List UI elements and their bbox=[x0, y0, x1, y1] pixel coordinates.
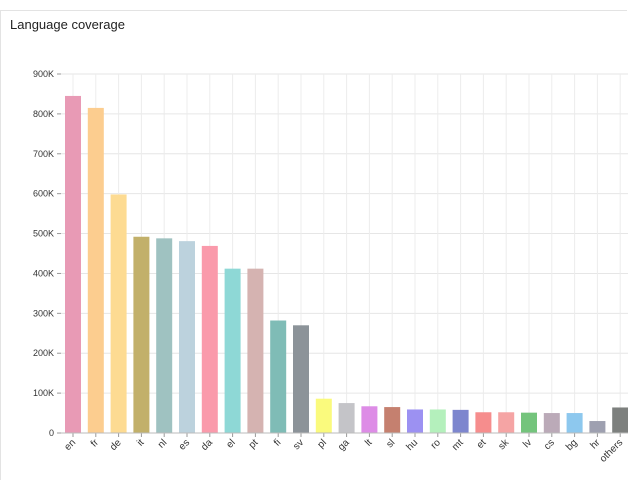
x-tick-label-el: el bbox=[224, 437, 237, 450]
bars bbox=[65, 95, 628, 434]
bar-others[interactable] bbox=[612, 407, 628, 433]
bar-ga[interactable] bbox=[338, 403, 355, 433]
x-tick-label-cs: cs bbox=[542, 437, 557, 452]
bar-it[interactable] bbox=[133, 236, 150, 433]
y-tick-label-9: 900K bbox=[33, 69, 54, 79]
x-tick-label-pt: pt bbox=[247, 437, 261, 451]
x-tick-label-lv: lv bbox=[521, 437, 534, 450]
x-tick-label-pl: pl bbox=[316, 437, 329, 450]
y-tick-label-2: 200K bbox=[33, 348, 54, 358]
bar-et[interactable] bbox=[475, 412, 492, 433]
bar-pt[interactable] bbox=[247, 268, 264, 433]
bar-de[interactable] bbox=[110, 194, 127, 433]
bar-fi[interactable] bbox=[270, 320, 287, 433]
bar-da[interactable] bbox=[201, 245, 218, 433]
chart-title: Language coverage bbox=[10, 17, 125, 32]
bar-fr[interactable] bbox=[87, 107, 104, 434]
bar-bg[interactable] bbox=[566, 413, 583, 433]
y-tick-label-1: 100K bbox=[33, 388, 54, 398]
y-axis-ticks: 0 100K 200K 300K 400K 500K 600K 700K 800K 900K bbox=[33, 69, 61, 438]
grid-lines bbox=[61, 73, 628, 434]
y-tick-label-3: 300K bbox=[33, 308, 54, 318]
y-tick-label-8: 800K bbox=[33, 109, 54, 119]
y-tick-label-5: 500K bbox=[33, 229, 54, 239]
bar-sl[interactable] bbox=[384, 407, 401, 433]
x-tick-label-it: it bbox=[135, 437, 146, 448]
chart-panel bbox=[0, 10, 627, 480]
x-tick-label-en: en bbox=[62, 437, 78, 453]
x-tick-label-hr: hr bbox=[588, 437, 603, 452]
x-tick-label-sv: sv bbox=[291, 437, 306, 452]
bar-el[interactable] bbox=[224, 268, 241, 433]
x-tick-label-ro: ro bbox=[429, 437, 443, 451]
x-tick-label-others: others bbox=[598, 437, 625, 464]
y-tick-label-4: 400K bbox=[33, 268, 54, 278]
bar-sv[interactable] bbox=[293, 325, 309, 433]
y-tick-label-6: 600K bbox=[33, 189, 54, 199]
bar-ro[interactable] bbox=[429, 409, 446, 433]
x-tick-label-bg: bg bbox=[564, 437, 580, 453]
x-tick-label-hu: hu bbox=[404, 437, 420, 453]
bar-en[interactable] bbox=[65, 95, 81, 433]
bar-pl[interactable] bbox=[315, 398, 332, 433]
bar-sk[interactable] bbox=[498, 412, 515, 433]
bar-mt[interactable] bbox=[452, 409, 469, 433]
bar-cs[interactable] bbox=[543, 413, 560, 433]
x-tick-label-sl: sl bbox=[384, 437, 397, 450]
x-tick-label-sk: sk bbox=[496, 437, 512, 453]
x-tick-label-es: es bbox=[177, 437, 192, 452]
x-tick-label-lt: lt bbox=[363, 437, 374, 448]
x-tick-label-fi: fi bbox=[272, 437, 283, 448]
bar-hu[interactable] bbox=[407, 409, 423, 433]
bar-es[interactable] bbox=[179, 241, 195, 433]
x-tick-label-fr: fr bbox=[89, 437, 102, 450]
bar-lt[interactable] bbox=[361, 406, 378, 433]
x-tick-label-nl: nl bbox=[156, 437, 169, 450]
y-tick-label-7: 700K bbox=[33, 149, 54, 159]
bar-hr[interactable] bbox=[589, 421, 606, 433]
x-tick-label-ga: ga bbox=[336, 437, 352, 453]
x-tick-label-da: da bbox=[199, 437, 215, 453]
x-tick-label-mt: mt bbox=[450, 437, 466, 453]
y-tick-label-0: 0 bbox=[49, 428, 54, 438]
x-tick-label-et: et bbox=[475, 437, 489, 451]
bar-nl[interactable] bbox=[156, 238, 173, 433]
x-axis-ticks: en fr de it nl es da el pt fi sv pl ga lt sl hu ro mt et sk… bbox=[61, 432, 628, 465]
bar-lv[interactable] bbox=[521, 412, 537, 433]
x-tick-label-de: de bbox=[108, 437, 124, 453]
